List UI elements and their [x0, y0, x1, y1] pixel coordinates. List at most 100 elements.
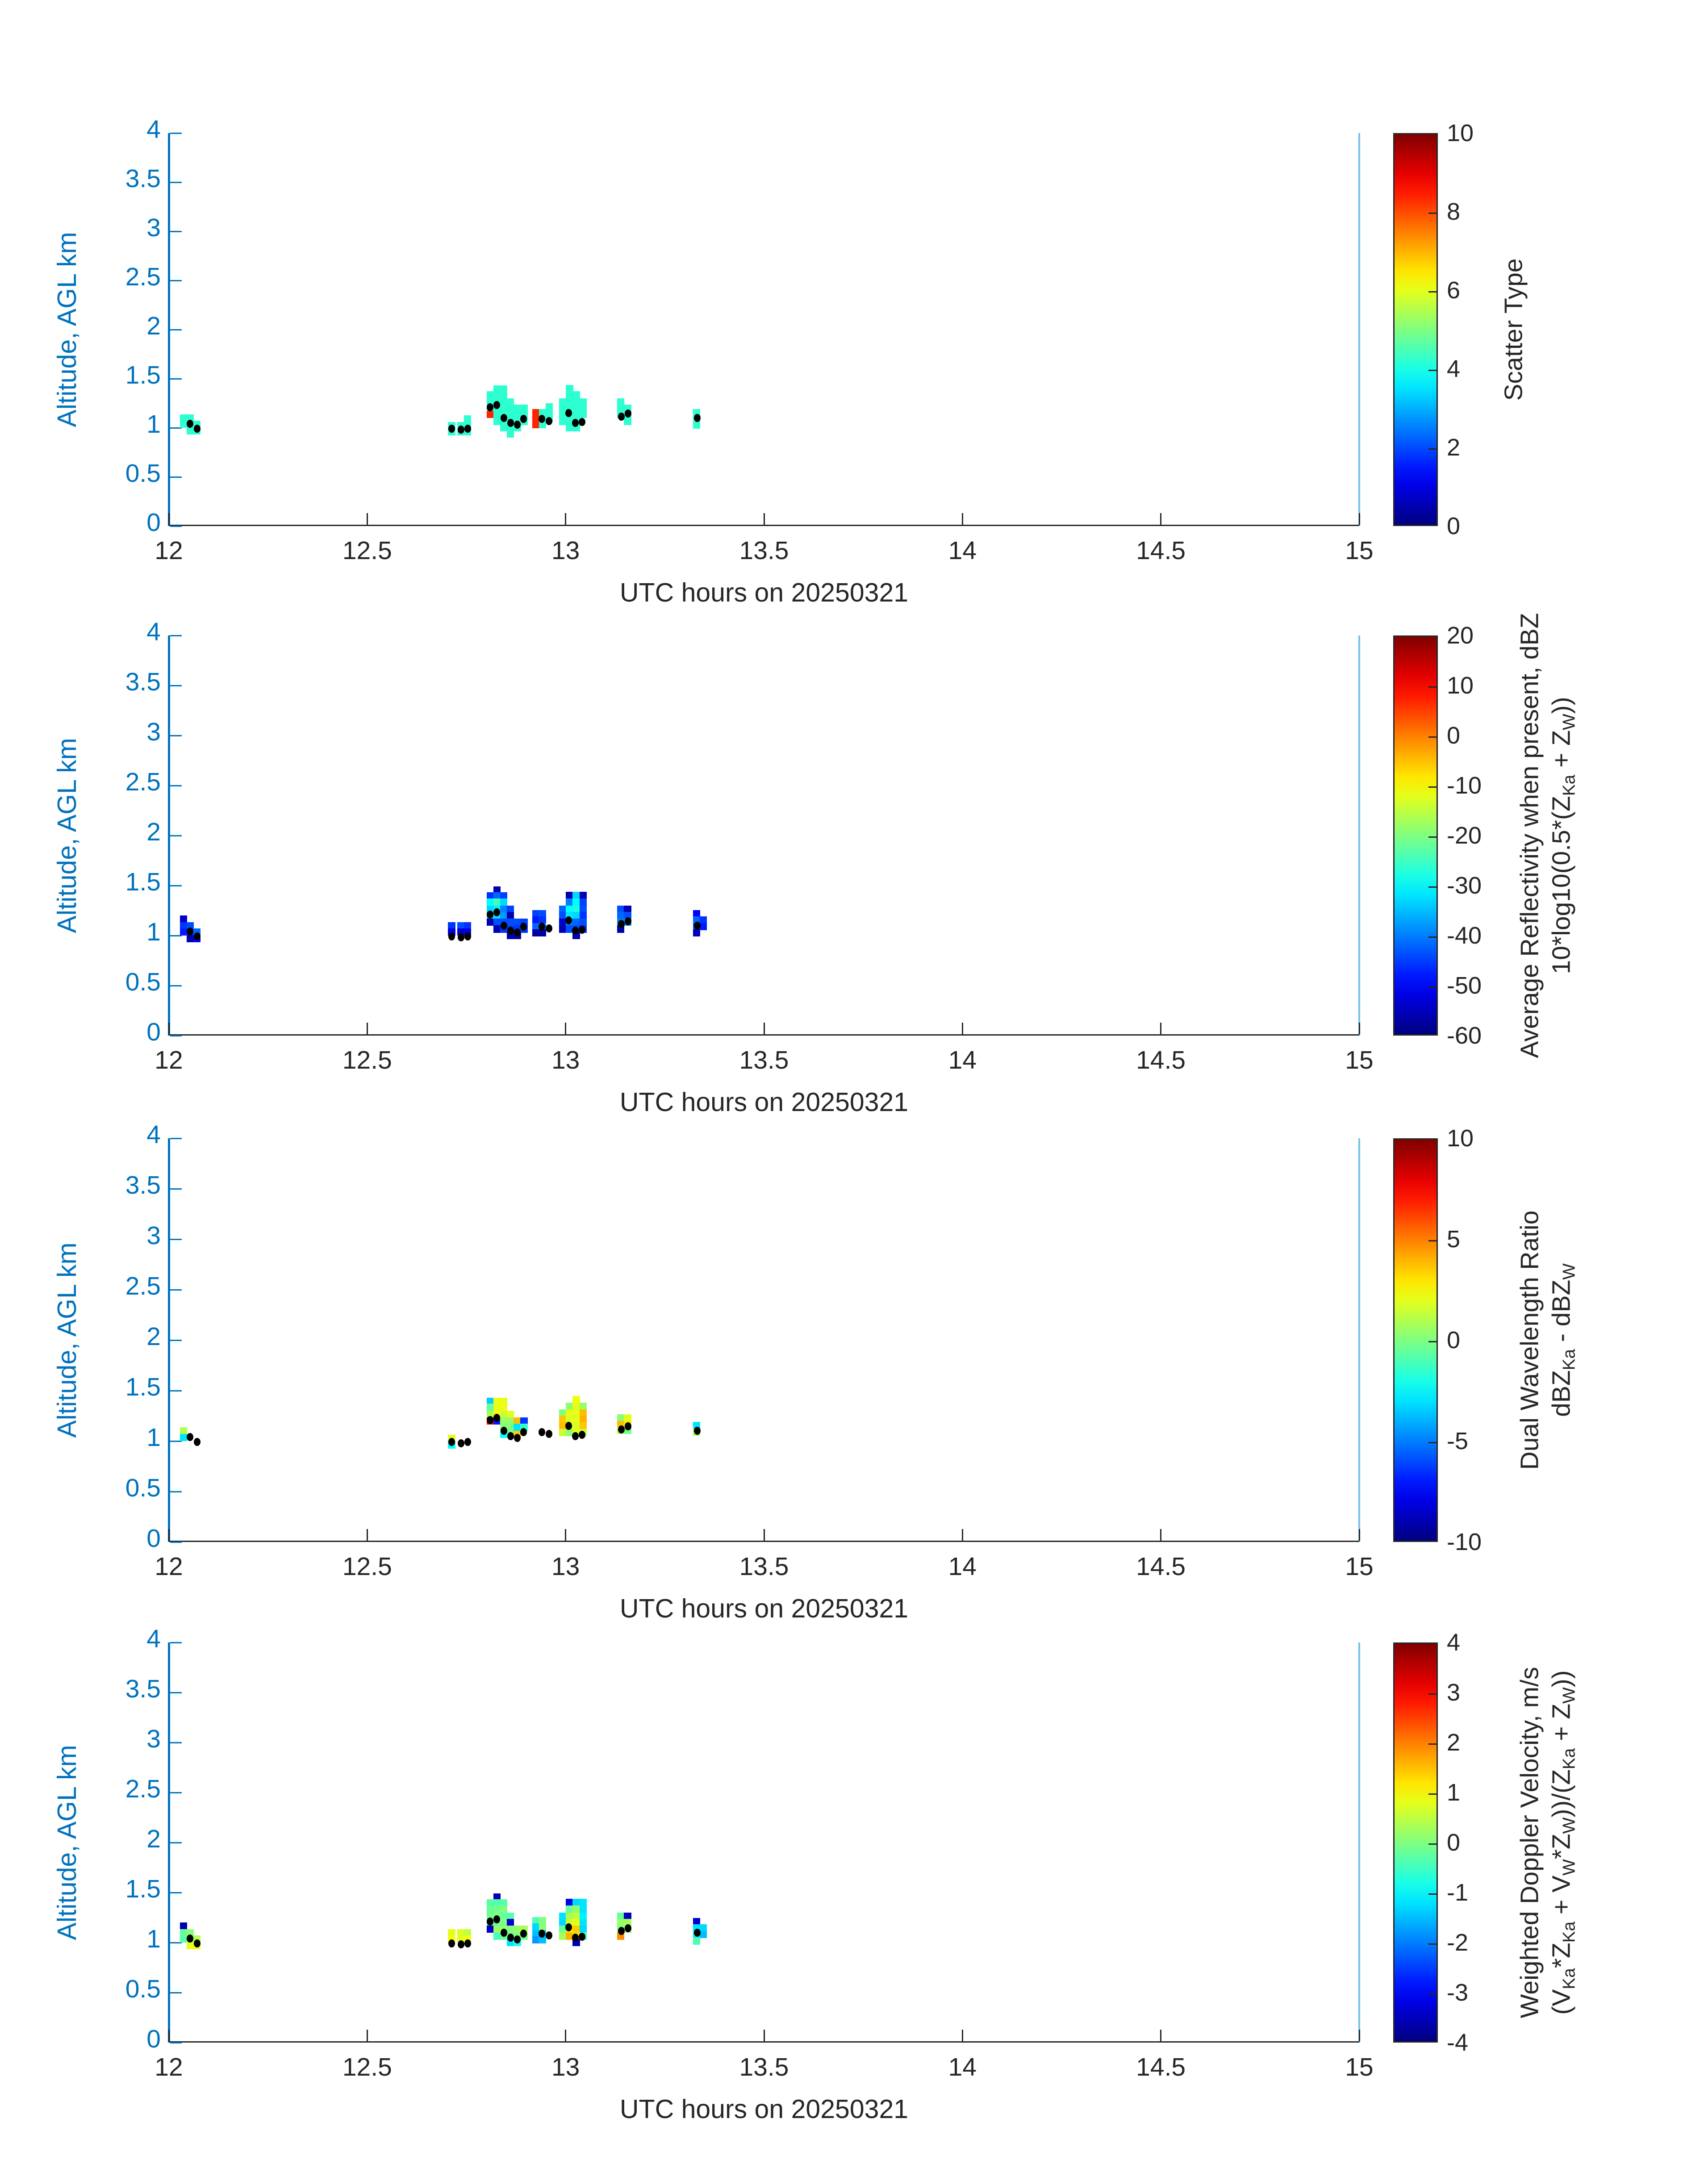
heatmap-cell	[579, 1409, 587, 1417]
colorbar-tick	[1428, 1743, 1437, 1745]
x-tick	[763, 1529, 765, 1541]
label-text: + Z	[1547, 730, 1576, 775]
x-axis-spine	[169, 1034, 1359, 1036]
x-tick-label: 14.5	[1136, 536, 1186, 565]
marker-dot	[187, 1433, 194, 1441]
marker-dot	[448, 1939, 455, 1948]
heatmap-cell	[520, 1417, 528, 1425]
heatmap-cell	[539, 916, 547, 924]
heatmap-cell	[493, 1404, 501, 1411]
colorbar-tick	[1428, 1943, 1437, 1945]
heatmap-cell	[506, 1912, 514, 1920]
y-tick-label: 0	[146, 1524, 161, 1553]
colorbar-tick-label: 8	[1447, 198, 1461, 225]
colorbar-tick	[1428, 786, 1437, 788]
x-tick	[366, 513, 368, 525]
y-axis-title: Altitude, AGL km	[52, 232, 82, 427]
panel-weighted-doppler-velocity: 0 0.5 1 1.5 2 2.5 3 3.5 4 12 12.5 13 13.5 14 14.5 15 Al…	[0, 1625, 1708, 2154]
colorbar-tick	[1428, 1240, 1437, 1241]
y-tick-label: 2	[146, 817, 161, 846]
colorbar-tick-label: -5	[1447, 1428, 1469, 1454]
colorbar-tick	[1428, 212, 1437, 214]
x-tick	[1358, 513, 1360, 525]
x-tick-label: 12.5	[342, 536, 392, 565]
colorbar-tick	[1428, 1893, 1437, 1895]
marker-dot	[493, 1414, 501, 1422]
heatmap-cell	[464, 1929, 472, 1936]
y-tick-label: 3.5	[125, 667, 161, 696]
y-tick	[170, 1942, 182, 1943]
marker-dot	[448, 932, 455, 941]
x-tick-label: 12	[155, 1552, 183, 1581]
marker-dot	[579, 1431, 586, 1439]
heatmap-cell	[693, 910, 701, 917]
marker-dot	[448, 425, 455, 433]
heatmap-cell	[486, 1905, 494, 1913]
marker-dot	[545, 924, 552, 933]
heatmap-cell	[693, 1918, 701, 1926]
heatmap-cell	[520, 405, 528, 412]
heatmap-cell	[532, 415, 540, 423]
marker-dot	[565, 1422, 572, 1430]
marker-dot	[187, 420, 194, 428]
colorbar-tick-label: -20	[1447, 822, 1482, 849]
heatmap-cell	[493, 918, 501, 926]
heatmap-cell	[572, 1905, 580, 1913]
panel-dual-wavelength-ratio: 0 0.5 1 1.5 2 2.5 3 3.5 4 12 12.5 13 13.5 14 14.5 15 Al…	[0, 1120, 1708, 1654]
label-text: + Z	[1547, 1703, 1576, 1748]
subscript-text: Ka	[1559, 1349, 1579, 1371]
colorbar-tick	[1428, 291, 1437, 292]
heatmap-cell	[617, 905, 625, 913]
heatmap-cell	[493, 418, 501, 425]
colorbar-tick-label: -50	[1447, 972, 1482, 999]
subscript-text: W	[1559, 1817, 1579, 1834]
heatmap-cell	[500, 1912, 508, 1920]
x-tick	[565, 513, 567, 525]
plot-area: 0 0.5 1 1.5 2 2.5 3 3.5 4 12 12.5 13 13.5 14 14.5 15	[0, 1625, 1708, 2081]
heatmap-cell	[693, 929, 701, 937]
heatmap-cell	[500, 1410, 508, 1418]
heatmap-cell	[180, 1922, 188, 1930]
y-tick-label: 1	[146, 409, 161, 439]
colorbar-tick-label: -2	[1447, 1929, 1469, 1956]
heatmap-cell	[572, 398, 580, 405]
marker-dot	[538, 1428, 545, 1436]
x-tick-label: 14.5	[1136, 2053, 1186, 2081]
heatmap-cell	[617, 1414, 625, 1422]
x-tick	[763, 2030, 765, 2041]
heatmap-cell	[559, 1416, 567, 1423]
heatmap-cell	[566, 398, 573, 405]
heatmap-cell	[559, 925, 567, 933]
colorbar-tick-label: 0	[1447, 513, 1461, 539]
heatmap-cell	[566, 905, 573, 913]
heatmap-cell	[566, 1912, 573, 1920]
y-tick-label: 3	[146, 1221, 161, 1250]
y-axis-title: Altitude, AGL km	[52, 738, 82, 933]
heatmap-cell	[572, 411, 580, 418]
y-tick-label: 2.5	[125, 262, 161, 291]
heatmap-cell	[532, 910, 540, 917]
heatmap-cell	[506, 918, 514, 926]
y-tick-label: 0.5	[125, 1974, 161, 2003]
colorbar-tick-label: -3	[1447, 1979, 1469, 2006]
heatmap-cell	[464, 415, 472, 423]
marker-dot	[487, 1917, 494, 1926]
right-spine	[1358, 635, 1360, 1036]
heatmap-cell	[506, 411, 514, 418]
heatmap-cell	[559, 405, 567, 412]
y-tick	[170, 1992, 182, 1993]
x-axis-spine	[169, 2041, 1359, 2043]
heatmap-cell	[566, 1402, 573, 1410]
heatmap-cell	[579, 905, 587, 913]
panel-scatter-type: 0 0.5 1 1.5 2 2.5 3 3.5 4 12 12.5 13 13.5 14 14.5 15 Al…	[0, 115, 1708, 638]
colorbar-tick	[1428, 1693, 1437, 1695]
label-text: dBZ	[1547, 1370, 1576, 1417]
marker-dot	[458, 933, 465, 942]
y-tick-label: 3	[146, 717, 161, 746]
y-tick-label: 2.5	[125, 1271, 161, 1300]
y-axis-spine	[168, 1138, 170, 1542]
y-tick-label: 3	[146, 213, 161, 242]
colorbar-tick-label: 0	[1447, 1829, 1461, 1856]
colorbar-tick-label: 10	[1447, 672, 1474, 699]
marker-dot	[187, 928, 194, 936]
